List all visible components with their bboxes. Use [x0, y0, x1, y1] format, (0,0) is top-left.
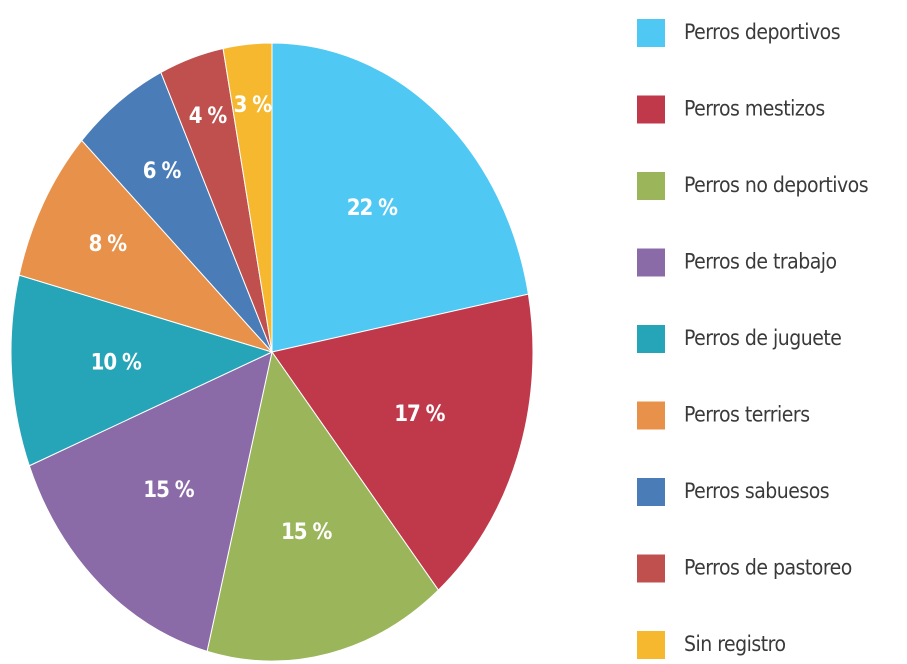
slice-label: 15 % [143, 478, 194, 503]
pie-slice [206, 350, 440, 662]
pie-slice [10, 274, 274, 467]
legend-swatch [637, 325, 665, 353]
legend-label: Sin registro [684, 632, 786, 656]
pie-slice [28, 351, 273, 652]
legend-swatch [637, 19, 665, 47]
slice-label: 15 % [281, 520, 332, 545]
pie-slice [271, 293, 534, 591]
legend-swatch [637, 478, 665, 506]
legend-swatch [637, 554, 665, 583]
legend-swatch [637, 401, 665, 430]
legend-label: Perros terriers [684, 403, 810, 427]
legend-label: Perros sabuesos [684, 479, 829, 503]
legend-label: Perros mestizos [684, 97, 825, 121]
slice-label: 8 % [89, 232, 128, 257]
legend-swatch [637, 172, 665, 200]
pie-slice [222, 42, 273, 353]
slice-label: 4 % [189, 104, 228, 129]
legend-swatch [637, 248, 665, 277]
legend-label: Perros de juguete [684, 326, 841, 350]
slice-label: 22 % [347, 196, 398, 221]
slice-label: 3 % [234, 93, 273, 118]
legend-label: Perros de trabajo [684, 250, 837, 274]
slice-label: 17 % [394, 402, 445, 427]
legend-label: Perros de pastoreo [684, 556, 852, 580]
legend-label: Perros no deportivos [684, 173, 868, 197]
pie-slice [18, 139, 274, 354]
slice-label: 6 % [143, 159, 182, 184]
legend-swatch [637, 95, 665, 124]
pie-slice [271, 42, 529, 353]
legend-swatch [637, 631, 665, 659]
slice-label: 10 % [91, 351, 142, 376]
legend-label: Perros deportivos [684, 20, 840, 44]
